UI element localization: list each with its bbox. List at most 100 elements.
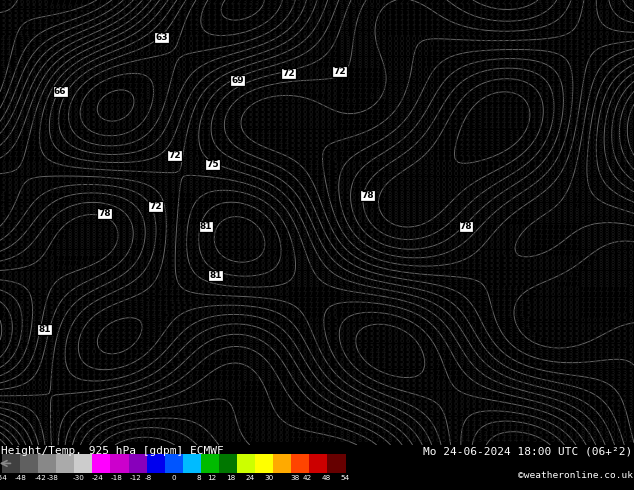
Text: 6: 6 — [617, 15, 621, 21]
Text: 6: 6 — [98, 276, 102, 282]
Text: 1: 1 — [593, 124, 597, 130]
Text: 2: 2 — [550, 375, 555, 381]
Text: 7: 7 — [218, 391, 223, 396]
Text: 4: 4 — [315, 161, 319, 167]
Text: 6: 6 — [206, 281, 210, 287]
Text: 0: 0 — [514, 375, 518, 381]
Text: 4: 4 — [249, 72, 253, 78]
Text: 7: 7 — [206, 219, 210, 224]
Text: 5: 5 — [182, 270, 186, 276]
Text: 1: 1 — [466, 156, 470, 162]
Text: 2: 2 — [206, 57, 210, 63]
Text: 7: 7 — [381, 135, 385, 141]
Text: 1: 1 — [478, 156, 482, 162]
Text: 1: 1 — [188, 10, 192, 16]
Text: 7: 7 — [544, 234, 548, 240]
Text: 6: 6 — [285, 380, 289, 386]
Text: 6: 6 — [273, 276, 277, 282]
Text: 0: 0 — [381, 25, 385, 31]
Text: 3: 3 — [514, 25, 518, 31]
Text: 3: 3 — [333, 213, 337, 219]
Text: 7: 7 — [224, 354, 229, 360]
Text: 2: 2 — [164, 20, 168, 26]
Text: 5: 5 — [321, 156, 325, 162]
Text: 4: 4 — [315, 172, 319, 177]
Text: 7: 7 — [411, 323, 416, 329]
Text: 4: 4 — [146, 10, 150, 16]
Text: 0: 0 — [55, 432, 60, 438]
Text: 1: 1 — [454, 140, 458, 146]
Text: 3: 3 — [273, 20, 277, 26]
Text: 7: 7 — [61, 229, 66, 235]
Text: 6: 6 — [13, 312, 17, 318]
Text: 8: 8 — [460, 359, 464, 365]
Text: 6: 6 — [230, 328, 235, 334]
Text: 3: 3 — [508, 67, 512, 73]
Text: 5: 5 — [333, 172, 337, 177]
Text: 5: 5 — [230, 245, 235, 250]
Text: 4: 4 — [478, 427, 482, 433]
Text: 8: 8 — [617, 197, 621, 203]
Text: 6: 6 — [309, 109, 313, 115]
Text: 8: 8 — [254, 333, 259, 339]
Text: 7: 7 — [249, 401, 253, 407]
Text: 0: 0 — [381, 30, 385, 37]
Text: 6: 6 — [79, 119, 84, 125]
Text: 0: 0 — [405, 46, 410, 52]
Text: 6: 6 — [448, 391, 452, 396]
Text: 0: 0 — [182, 62, 186, 68]
Text: 7: 7 — [79, 192, 84, 198]
Text: 6: 6 — [188, 401, 192, 407]
Text: 5: 5 — [188, 422, 192, 428]
Text: 8: 8 — [544, 192, 548, 198]
Text: 5: 5 — [86, 135, 90, 141]
Text: 6: 6 — [526, 239, 531, 245]
Text: 7: 7 — [134, 249, 138, 256]
Text: 8: 8 — [490, 213, 494, 219]
Text: 0: 0 — [502, 176, 506, 183]
Text: 1: 1 — [363, 265, 367, 271]
Text: 7: 7 — [158, 229, 162, 235]
Text: 9: 9 — [593, 422, 597, 428]
Text: 5: 5 — [31, 223, 36, 229]
Text: 0: 0 — [466, 166, 470, 172]
Text: 1: 1 — [617, 77, 621, 83]
Text: 7: 7 — [309, 365, 313, 370]
Text: 9: 9 — [164, 156, 168, 162]
Text: 8: 8 — [502, 213, 506, 219]
Text: 8: 8 — [116, 72, 120, 78]
Text: 1: 1 — [110, 41, 114, 47]
Text: 6: 6 — [605, 4, 609, 10]
Text: 2: 2 — [526, 20, 531, 26]
Text: 5: 5 — [424, 391, 428, 396]
Text: 4: 4 — [128, 406, 132, 412]
Text: 5: 5 — [568, 328, 573, 334]
Text: 6: 6 — [303, 25, 307, 31]
Text: 7: 7 — [242, 438, 247, 443]
Text: 2: 2 — [411, 281, 416, 287]
Text: 2: 2 — [218, 77, 223, 83]
Text: 4: 4 — [520, 427, 524, 433]
Text: 4: 4 — [436, 270, 440, 276]
Text: 6: 6 — [25, 270, 29, 276]
Text: 0: 0 — [520, 172, 524, 177]
Text: 2: 2 — [472, 312, 476, 318]
Text: 7: 7 — [303, 312, 307, 318]
Text: 1: 1 — [442, 130, 446, 136]
Text: 5: 5 — [67, 286, 72, 292]
Text: 5: 5 — [430, 396, 434, 402]
Text: 9: 9 — [55, 83, 60, 89]
Text: 7: 7 — [55, 172, 60, 177]
Text: 5: 5 — [1, 4, 5, 10]
Text: 2: 2 — [61, 349, 66, 355]
Text: 8: 8 — [580, 229, 585, 235]
Text: 8: 8 — [580, 438, 585, 443]
Text: 4: 4 — [291, 4, 295, 10]
Text: 5: 5 — [194, 265, 198, 271]
Text: 3: 3 — [19, 354, 23, 360]
Text: 7: 7 — [236, 396, 241, 402]
Text: 7: 7 — [309, 307, 313, 313]
Text: 8: 8 — [490, 208, 494, 214]
Text: 2: 2 — [315, 208, 319, 214]
Text: 6: 6 — [550, 312, 555, 318]
